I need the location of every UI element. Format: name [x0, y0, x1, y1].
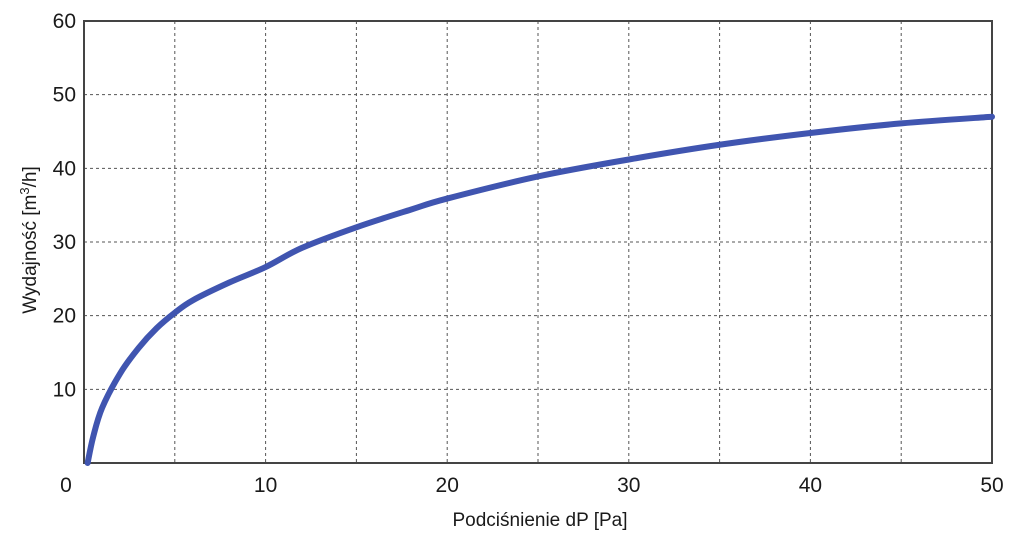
y-tick-label-10: 10: [53, 378, 76, 401]
y-axis-title-superscript: 3: [17, 187, 32, 194]
x-tick-label-20: 20: [436, 474, 459, 497]
series-group: [84, 113, 995, 466]
y-tick-label-60: 60: [53, 10, 76, 33]
y-axis: 10 20 30 40 50 60: [53, 10, 76, 401]
x-tick-label-50: 50: [980, 474, 1003, 497]
x-tick-label-30: 30: [617, 474, 640, 497]
series-line-0: [84, 113, 995, 466]
y-tick-label-20: 20: [53, 305, 76, 328]
y-axis-title-prefix: Wydajność [m: [20, 195, 41, 314]
plot-frame: [83, 20, 993, 464]
x-axis-title: Podciśnienie dP [Pa]: [453, 510, 628, 531]
y-tick-label-40: 40: [53, 157, 76, 180]
y-axis-title: Wydajność [m3/h]: [17, 166, 41, 314]
x-tick-label-10: 10: [254, 474, 277, 497]
grid: [84, 21, 992, 463]
y-tick-label-30: 30: [53, 231, 76, 254]
x-tick-label-0: 0: [60, 474, 72, 497]
x-tick-label-40: 40: [799, 474, 822, 497]
x-axis: 0 10 20 30 40 50: [60, 474, 1004, 497]
y-tick-label-50: 50: [53, 84, 76, 107]
y-axis-title-suffix: /h]: [20, 166, 41, 187]
